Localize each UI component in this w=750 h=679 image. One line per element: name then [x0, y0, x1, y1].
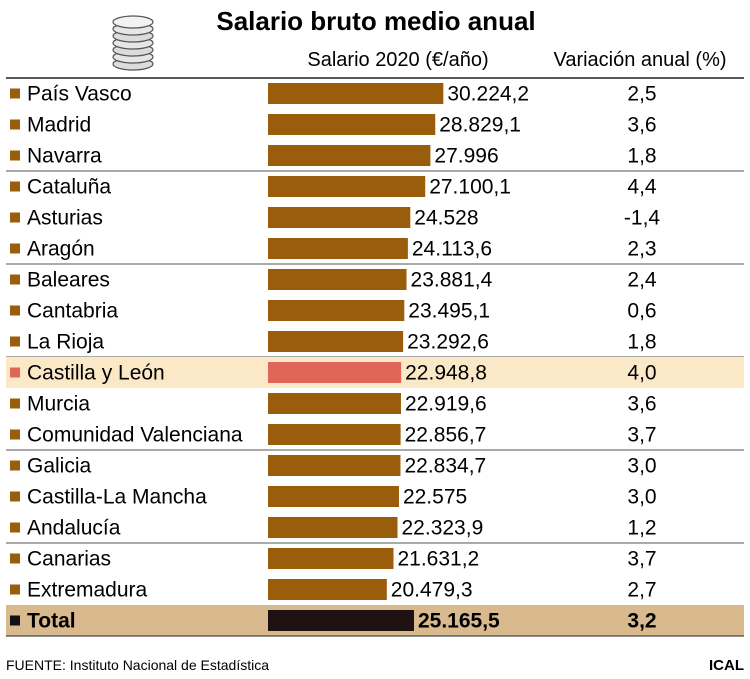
category-label: Castilla y León	[27, 362, 165, 385]
bar	[268, 331, 404, 352]
bar	[268, 269, 407, 290]
value-label: 27.996	[434, 145, 498, 168]
variation-label: 1,2	[627, 517, 656, 540]
row-bullet	[10, 336, 20, 347]
value-label: 22.323,9	[402, 517, 484, 540]
variation-column-header: Variación anual (%)	[553, 49, 726, 71]
row-bullet	[10, 460, 20, 471]
chart-title: Salario bruto medio anual	[216, 6, 535, 36]
category-label: Extremadura	[27, 579, 148, 602]
category-label: La Rioja	[27, 331, 104, 354]
bar	[268, 455, 401, 476]
brand-logo: ICAL	[709, 657, 744, 674]
row-bullet	[10, 553, 20, 564]
variation-label: 2,7	[627, 579, 656, 602]
bar	[268, 300, 405, 321]
variation-label: 3,2	[627, 610, 656, 633]
row-bullet	[10, 584, 20, 595]
category-label: Andalucía	[27, 517, 121, 540]
category-label: Cantabria	[27, 300, 118, 323]
row-bullet	[10, 212, 20, 223]
bar	[268, 83, 444, 104]
row-bullet	[10, 615, 20, 626]
category-label: Galicia	[27, 455, 92, 478]
bar	[268, 238, 408, 259]
value-label: 22.856,7	[405, 424, 487, 447]
stacked-coins-icon	[112, 15, 154, 71]
chart-rows: País Vasco 30.224,2 2,5 Madrid 28.829,1 3,6 Na…	[6, 77, 744, 637]
value-label: 23.292,6	[407, 331, 489, 354]
variation-label: 3,7	[627, 548, 656, 571]
row-bullet	[10, 429, 20, 440]
category-label: Navarra	[27, 145, 102, 168]
variation-label: -1,4	[624, 207, 661, 230]
salary-column-header: Salario 2020 (€/año)	[307, 49, 488, 71]
category-label: Murcia	[27, 393, 90, 416]
value-label: 22.948,8	[405, 362, 487, 385]
row-bullet	[10, 88, 20, 99]
row-bullet	[10, 119, 20, 130]
row-bullet	[10, 274, 20, 285]
category-label: País Vasco	[27, 83, 132, 106]
category-label: Cataluña	[27, 176, 111, 199]
category-label: Total	[27, 610, 76, 633]
bar	[268, 424, 401, 445]
bar	[268, 393, 401, 414]
row-bullet	[10, 522, 20, 533]
value-label: 20.479,3	[391, 579, 473, 602]
category-label: Aragón	[27, 238, 95, 261]
variation-label: 2,4	[627, 269, 657, 292]
row-bullet	[10, 181, 20, 192]
value-label: 24.528	[414, 207, 478, 230]
value-label: 27.100,1	[429, 176, 511, 199]
bar	[268, 362, 402, 383]
row-bullet	[10, 491, 20, 502]
bar	[268, 114, 436, 135]
variation-label: 4,4	[627, 176, 657, 199]
variation-label: 4,0	[627, 362, 656, 385]
row-bullet	[10, 305, 20, 316]
row-bullet	[10, 243, 20, 254]
bar	[268, 579, 387, 600]
category-label: Castilla-La Mancha	[27, 486, 207, 509]
bar	[268, 176, 426, 197]
variation-label: 3,0	[627, 455, 656, 478]
value-label: 22.919,6	[405, 393, 487, 416]
category-label: Canarias	[27, 548, 111, 571]
row-bullet	[10, 150, 20, 161]
row-bullet	[10, 398, 20, 409]
variation-label: 0,6	[627, 300, 656, 323]
variation-label: 1,8	[627, 331, 656, 354]
bar	[268, 610, 414, 631]
value-label: 25.165,5	[418, 610, 500, 633]
bar	[268, 145, 431, 166]
bar	[268, 548, 394, 569]
bar	[268, 207, 411, 228]
value-label: 23.495,1	[408, 300, 490, 323]
variation-label: 3,0	[627, 486, 656, 509]
variation-label: 3,6	[627, 114, 656, 137]
value-label: 22.834,7	[404, 455, 486, 478]
variation-label: 1,8	[627, 145, 656, 168]
category-label: Madrid	[27, 114, 91, 137]
bar	[268, 486, 399, 507]
variation-label: 3,6	[627, 393, 656, 416]
value-label: 28.829,1	[439, 114, 521, 137]
category-label: Comunidad Valenciana	[27, 424, 243, 447]
value-label: 30.224,2	[447, 83, 529, 106]
variation-label: 2,3	[627, 238, 656, 261]
row-bullet	[10, 367, 20, 378]
value-label: 24.113,6	[412, 238, 492, 261]
category-label: Baleares	[27, 269, 110, 292]
source-note: FUENTE: Instituto Nacional de Estadístic…	[6, 657, 269, 673]
category-label: Asturias	[27, 207, 103, 230]
value-label: 23.881,4	[411, 269, 493, 292]
bar	[268, 517, 398, 538]
value-label: 21.631,2	[397, 548, 479, 571]
variation-label: 2,5	[627, 83, 656, 106]
variation-label: 3,7	[627, 424, 656, 447]
value-label: 22.575	[403, 486, 467, 509]
